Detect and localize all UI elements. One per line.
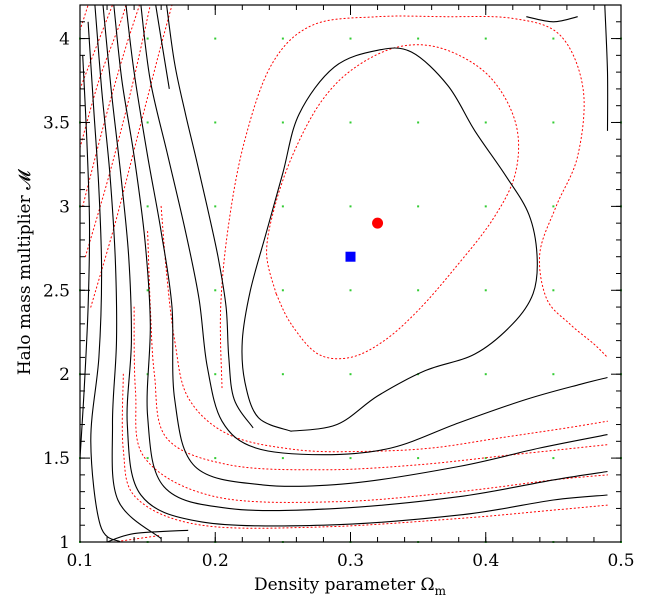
x-axis-label-subscript: m xyxy=(435,584,447,598)
grid-point xyxy=(281,373,284,376)
y-tick-label: 3.5 xyxy=(43,113,70,133)
grid-point xyxy=(349,373,352,376)
y-tick-label: 2 xyxy=(59,365,70,385)
grid-point xyxy=(349,457,352,460)
grid-point xyxy=(281,205,284,208)
dotted-contour-line xyxy=(121,373,608,529)
grid-point xyxy=(417,121,420,124)
dotted-contour-line xyxy=(80,5,89,31)
x-tick-label: 0.3 xyxy=(337,551,364,571)
y-tick-label: 3 xyxy=(59,197,70,217)
x-axis-label: Density parameter Ωm xyxy=(254,575,447,598)
grid-point xyxy=(417,37,420,40)
grid-point xyxy=(484,373,487,376)
grid-points xyxy=(79,37,622,543)
grid-point xyxy=(146,205,149,208)
dotted-contour-line xyxy=(133,306,608,503)
grid-point xyxy=(484,37,487,40)
y-axis-label: Halo mass multiplier 𝓜 xyxy=(15,169,35,375)
solid-contour-line xyxy=(155,5,170,89)
grid-point xyxy=(484,121,487,124)
dotted-contour-line xyxy=(160,205,608,453)
grid-point xyxy=(417,289,420,292)
grid-point xyxy=(484,457,487,460)
grid-point xyxy=(214,289,217,292)
x-tick-label: 0.1 xyxy=(66,551,93,571)
solid-contour-line xyxy=(241,47,538,432)
grid-point xyxy=(552,289,555,292)
solid-contour-line xyxy=(140,5,608,456)
grid-point xyxy=(281,289,284,292)
grid-point xyxy=(552,457,555,460)
solid-contour-line xyxy=(526,16,578,23)
grid-point xyxy=(552,121,555,124)
grid-point xyxy=(214,205,217,208)
dotted-contour-line xyxy=(113,534,162,542)
x-tick-label: 0.4 xyxy=(472,551,499,571)
y-tick-label: 1 xyxy=(59,533,70,553)
dotted-contour-line xyxy=(80,5,127,149)
dotted-contour-line xyxy=(266,44,520,360)
grid-point xyxy=(214,121,217,124)
reference-marker xyxy=(345,251,356,262)
dotted-contour-line xyxy=(90,5,173,308)
solid-contour-line xyxy=(125,5,608,487)
grid-point xyxy=(146,37,149,40)
grid-point xyxy=(349,289,352,292)
solid-contour-line xyxy=(102,5,608,527)
grid-point xyxy=(484,289,487,292)
y-tick-label: 2.5 xyxy=(43,281,70,301)
solid-contour-line xyxy=(80,55,91,459)
y-tick-label: 1.5 xyxy=(43,449,70,469)
grid-point xyxy=(214,457,217,460)
contour-lines xyxy=(80,5,609,542)
x-tick-label: 0.5 xyxy=(607,551,634,571)
grid-point xyxy=(281,457,284,460)
grid-point xyxy=(417,457,420,460)
solid-contour-line xyxy=(166,5,254,429)
grid-point xyxy=(214,37,217,40)
grid-point xyxy=(146,457,149,460)
markers xyxy=(345,217,384,262)
grid-point xyxy=(349,121,352,124)
y-tick-label: 4 xyxy=(59,30,70,50)
grid-point xyxy=(281,121,284,124)
solid-contour-line xyxy=(94,5,162,540)
grid-point xyxy=(552,37,555,40)
solid-contour-line xyxy=(113,5,608,512)
solid-contour-line xyxy=(106,529,189,542)
grid-point xyxy=(552,373,555,376)
dotted-contour-line xyxy=(147,231,608,471)
grid-point xyxy=(349,205,352,208)
grid-point xyxy=(349,37,352,40)
grid-point xyxy=(281,37,284,40)
dotted-contour-line xyxy=(219,15,608,389)
grid-point xyxy=(417,205,420,208)
solid-contour-line xyxy=(87,21,121,542)
dotted-contour-line xyxy=(82,5,140,207)
dotted-contour-line xyxy=(80,5,113,90)
solid-contour-line xyxy=(604,5,609,131)
grid-point xyxy=(146,121,149,124)
best-fit-marker xyxy=(372,217,384,229)
grid-point xyxy=(484,205,487,208)
grid-point xyxy=(214,373,217,376)
x-tick-label: 0.2 xyxy=(202,551,229,571)
grid-point xyxy=(146,289,149,292)
grid-point xyxy=(552,205,555,208)
axis-ticks: 0.1 0.2 0.3 0.4 0.5 1 1.5 2 2.5 3 3.5 4 xyxy=(43,4,635,571)
